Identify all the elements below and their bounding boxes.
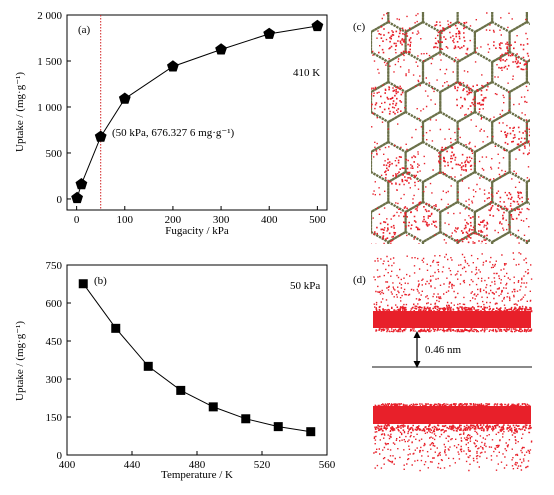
chart-a-xlabel: Fugacity / kPa bbox=[165, 225, 229, 237]
data-point-marker bbox=[208, 402, 218, 412]
image-c-panel-label: (c) bbox=[353, 21, 366, 33]
adsorbate-dots-c bbox=[371, 12, 530, 244]
lower-dense-layer bbox=[373, 406, 531, 424]
chart-a-series-line bbox=[76, 25, 318, 199]
data-point-marker bbox=[273, 422, 283, 432]
chart-a-ylabel: Uptake / (mg·g⁻¹) bbox=[14, 72, 26, 152]
chart-b-frame bbox=[66, 264, 328, 456]
data-point-marker bbox=[176, 385, 186, 395]
chart-a-panel-label: (a) bbox=[78, 24, 91, 36]
data-point-marker bbox=[263, 27, 276, 39]
data-point-marker bbox=[75, 178, 88, 190]
y-tick-label: 0 bbox=[57, 450, 63, 462]
honeycomb-simulation-image: (c) bbox=[353, 12, 530, 244]
upper-dense-layer bbox=[373, 311, 531, 328]
y-tick-label: 600 bbox=[46, 298, 63, 310]
y-tick-label: 0 bbox=[57, 194, 63, 206]
chart-a-condition: 410 K bbox=[293, 67, 320, 79]
x-tick-label: 520 bbox=[254, 459, 271, 471]
x-tick-label: 480 bbox=[189, 459, 206, 471]
y-tick-label: 450 bbox=[46, 336, 63, 348]
chart-a-annotation: (50 kPa, 676.327 6 mg·g⁻¹) bbox=[112, 127, 234, 139]
chart-b: 400 440 480 520 560 0 150 300 450 600 750 (b) 50 k… bbox=[14, 260, 336, 481]
y-tick-label: 1 000 bbox=[37, 102, 62, 114]
chart-b-xlabel: Temperature / K bbox=[161, 469, 233, 481]
x-tick-label: 0 bbox=[74, 214, 80, 226]
distance-arrow bbox=[413, 331, 421, 368]
chart-b-series-line bbox=[82, 283, 311, 433]
x-tick-label: 100 bbox=[117, 214, 134, 226]
data-point-marker bbox=[143, 361, 153, 371]
chart-b-panel-label: (b) bbox=[94, 275, 107, 287]
data-point-marker bbox=[167, 60, 179, 72]
chart-b-ylabel: Uptake / (mg·g⁻¹) bbox=[14, 321, 26, 401]
x-tick-label: 300 bbox=[213, 214, 230, 226]
data-point-marker bbox=[311, 19, 324, 32]
x-tick-label: 400 bbox=[59, 459, 76, 471]
data-point-marker bbox=[94, 130, 107, 142]
data-point-marker bbox=[306, 427, 316, 437]
data-point-marker bbox=[118, 92, 131, 104]
chart-a-frame bbox=[66, 14, 328, 211]
data-point-marker bbox=[215, 43, 227, 55]
data-point-marker bbox=[241, 414, 251, 424]
x-tick-label: 200 bbox=[165, 214, 182, 226]
honeycomb-lattice bbox=[371, 12, 530, 244]
y-tick-label: 750 bbox=[46, 260, 63, 272]
data-point-marker bbox=[71, 191, 83, 204]
x-tick-label: 400 bbox=[261, 214, 278, 226]
y-tick-label: 2 000 bbox=[37, 10, 62, 22]
image-d-panel-label: (d) bbox=[353, 274, 366, 286]
data-point-marker bbox=[111, 323, 121, 333]
slit-pore-image: 0.46 nm (d) bbox=[353, 252, 533, 472]
distance-label: 0.46 nm bbox=[425, 344, 462, 356]
adsorbate-dots-d bbox=[373, 252, 533, 472]
chart-b-condition: 50 kPa bbox=[290, 280, 320, 292]
x-tick-label: 440 bbox=[124, 459, 141, 471]
y-tick-label: 1 500 bbox=[37, 56, 62, 68]
x-tick-label: 560 bbox=[319, 459, 336, 471]
x-tick-label: 500 bbox=[309, 214, 326, 226]
y-tick-label: 150 bbox=[46, 412, 63, 424]
y-tick-label: 300 bbox=[46, 374, 63, 386]
y-tick-label: 500 bbox=[46, 148, 63, 160]
data-point-marker bbox=[78, 279, 88, 289]
